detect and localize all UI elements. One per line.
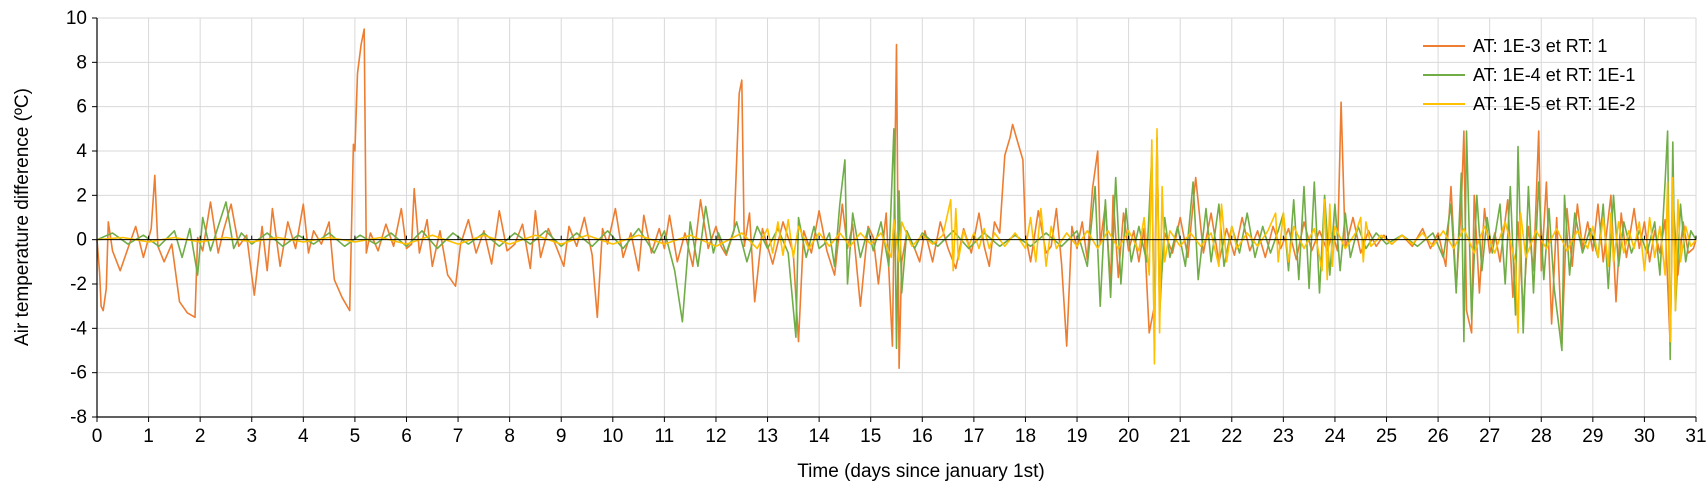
y-tick-label: 8 — [76, 52, 87, 73]
x-tick-label: 14 — [809, 426, 831, 447]
y-tick-label: -8 — [70, 407, 87, 428]
y-tick-label: 2 — [76, 185, 87, 206]
y-tick-label: 10 — [66, 8, 87, 29]
x-tick-label: 29 — [1582, 426, 1603, 447]
x-tick-label: 16 — [912, 426, 933, 447]
series-line-2 — [96, 128, 1697, 361]
x-tick-label: 23 — [1273, 426, 1294, 447]
x-tick-label: 15 — [860, 426, 881, 447]
y-tick-label: -4 — [70, 318, 87, 339]
x-tick-label: 26 — [1428, 426, 1449, 447]
x-tick-label: 20 — [1118, 426, 1139, 447]
x-tick-label: 18 — [1015, 426, 1036, 447]
x-tick-label: 30 — [1634, 426, 1655, 447]
legend: AT: 1E-3 et RT: 1 AT: 1E-4 et RT: 1E-1 AT:… — [1423, 36, 1635, 114]
x-tick-label: 13 — [757, 426, 778, 447]
x-axis-title: Time (days since january 1st) — [797, 461, 1044, 482]
x-tick-label: 25 — [1376, 426, 1397, 447]
y-tick-label: -2 — [70, 274, 87, 295]
tick-labels: 0 1 2 3 4 5 6 7 8 9 10 11 12 13 14 15 16 17 18 19 20 21 22 23 24… — [66, 8, 1707, 447]
x-tick-label: 9 — [556, 426, 567, 447]
x-tick-label: 10 — [602, 426, 623, 447]
x-tick-label: 28 — [1531, 426, 1552, 447]
legend-label-2: AT: 1E-4 et RT: 1E-1 — [1473, 65, 1635, 85]
grid — [96, 17, 1697, 418]
x-tick-label: 12 — [705, 426, 726, 447]
x-tick-label: 17 — [963, 426, 984, 447]
legend-label-3: AT: 1E-5 et RT: 1E-2 — [1473, 94, 1635, 114]
series-line-1 — [96, 28, 1697, 369]
x-tick-label: 8 — [504, 426, 515, 447]
series-lines — [96, 28, 1697, 369]
x-tick-label: 22 — [1221, 426, 1242, 447]
x-tick-label: 2 — [195, 426, 206, 447]
x-tick-label: 3 — [246, 426, 257, 447]
axes — [92, 17, 1697, 422]
x-tick-label: 27 — [1479, 426, 1500, 447]
x-tick-label: 4 — [298, 426, 309, 447]
x-tick-label: 7 — [453, 426, 464, 447]
x-tick-label: 6 — [401, 426, 412, 447]
x-tick-label: 5 — [350, 426, 361, 447]
y-tick-label: 0 — [76, 230, 87, 251]
legend-label-1: AT: 1E-3 et RT: 1 — [1473, 36, 1607, 56]
x-tick-label: 11 — [655, 426, 675, 447]
y-tick-label: 4 — [76, 141, 87, 162]
x-tick-label: 21 — [1170, 426, 1191, 447]
x-tick-label: 1 — [143, 426, 154, 447]
x-tick-label: 19 — [1066, 426, 1087, 447]
y-tick-label: -6 — [70, 363, 87, 384]
y-axis-title: Air temperature difference (ºC) — [12, 88, 33, 346]
x-tick-label: 31 — [1685, 426, 1706, 447]
y-tick-label: 6 — [76, 97, 87, 118]
x-tick-label: 24 — [1324, 426, 1346, 447]
x-tick-label: 0 — [92, 426, 103, 447]
